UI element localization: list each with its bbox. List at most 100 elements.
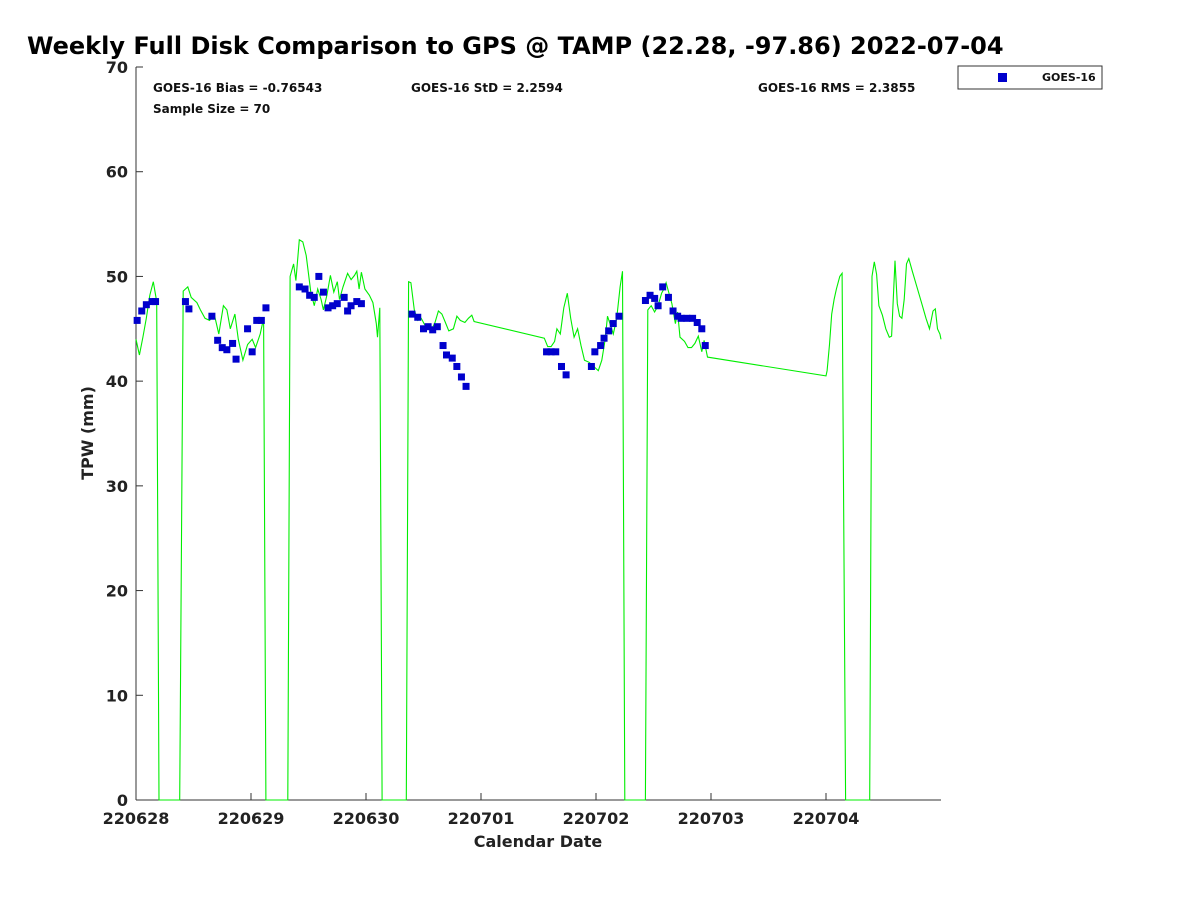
rms-annotation: GOES-16 RMS = 2.3855 [758,81,915,95]
std-annotation: GOES-16 StD = 2.2594 [411,81,563,95]
goes-16-point [615,312,623,320]
plot-frame [135,67,941,801]
goes-16-point [591,348,599,356]
goes-16-point [244,325,252,333]
sample-size-annotation: Sample Size = 70 [153,102,270,116]
goes-16-point [262,304,270,312]
goes-16-point [558,362,565,370]
goes-16-point [420,325,427,333]
goes-16-point [208,312,216,320]
goes-16-point [152,298,160,306]
goes-16-point [433,323,441,331]
goes-16-point [605,327,613,335]
goes-16-point [683,314,691,322]
legend: GOES-16 [957,65,1103,90]
y-tick-label: 70 [106,58,128,77]
goes-16-point [301,285,309,293]
goes-16-point [295,283,303,291]
y-tick-label: 40 [106,372,128,391]
goes-16-point [651,294,659,302]
goes-16-point [142,301,150,309]
goes-16-point [248,348,256,356]
goes-16-point [340,293,348,301]
goes-16-point [562,371,570,379]
goes-16-point [669,307,677,315]
goes-16-point [457,373,465,381]
y-axis-ticks: 0 10 20 30 40 50 60 70 [106,58,143,810]
goes-16-point [232,355,240,363]
goes-16-point [133,316,141,324]
goes-16-point [600,334,608,342]
legend-label-goes-16: GOES-16 [1042,71,1096,84]
goes-16-point [353,298,361,306]
goes-16-point [646,291,654,299]
y-axis-label: TPW (mm) [78,386,97,480]
goes-16-point [319,288,327,296]
legend-box [957,65,1103,90]
goes-16-point [443,351,450,359]
goes-16-point [324,304,332,312]
y-tick-label: 10 [106,686,128,705]
goes-16-point [329,302,337,310]
gps-series [135,238,942,801]
y-tick-label: 0 [117,791,128,810]
goes-16-point [462,382,470,390]
goes-16-point [641,297,649,305]
goes-16-point [587,362,595,370]
goes-16-point [357,300,365,308]
goes-16-point [424,323,432,331]
goes-16-point [552,348,560,356]
goes-16-point [214,336,222,344]
x-axis-label: Calendar Date [474,832,603,851]
goes-16-point [229,339,237,347]
x-tick-label: 220704 [793,809,860,828]
goes-16-point [310,293,318,301]
gps-line [135,238,942,801]
goes-16-point [659,283,667,291]
goes-16-point [223,346,231,354]
goes-16-point [333,300,341,308]
y-tick-label: 30 [106,477,128,496]
bias-annotation: GOES-16 Bias = -0.76543 [153,81,322,95]
x-tick-label: 220701 [448,809,515,828]
legend-marker-goes-16 [998,73,1007,82]
x-tick-label: 220630 [333,809,400,828]
goes-16-point [654,302,662,310]
goes-16-point [257,316,265,324]
goes-16-point [408,310,416,318]
x-tick-label: 220629 [218,809,285,828]
x-tick-label: 220628 [103,809,170,828]
goes-16-point [253,316,261,324]
goes-16-point [181,298,189,306]
goes-16-point [315,272,323,280]
goes-16-point [609,320,617,328]
goes-16-point [306,291,314,299]
goes-16-point [138,307,146,315]
goes-16-point [218,344,226,352]
goes-16-point [693,319,701,327]
goes-16-point [185,305,193,313]
goes-16-point [547,348,555,356]
chart-title: Weekly Full Disk Comparison to GPS @ TAM… [27,32,1004,60]
stats-annotations: GOES-16 Bias = -0.76543 GOES-16 StD = 2.… [153,81,915,116]
goes-16-point [543,348,551,356]
goes-16-point [414,313,422,321]
y-tick-label: 50 [106,267,128,286]
goes-16-point [677,314,685,322]
goes-16-point [344,307,352,315]
x-tick-label: 220703 [678,809,745,828]
goes-16-series [133,272,709,390]
goes-16-point [448,354,456,362]
goes-16-point [347,302,355,310]
y-tick-label: 20 [106,582,128,601]
goes-16-point [689,314,697,322]
goes-16-point [597,342,605,350]
goes-16-point [439,342,447,350]
goes-16-point [453,362,461,370]
goes-16-point [429,326,437,334]
goes-16-point [698,325,706,333]
x-tick-label: 220702 [563,809,630,828]
y-tick-label: 60 [106,163,128,182]
goes-16-point [664,293,672,301]
